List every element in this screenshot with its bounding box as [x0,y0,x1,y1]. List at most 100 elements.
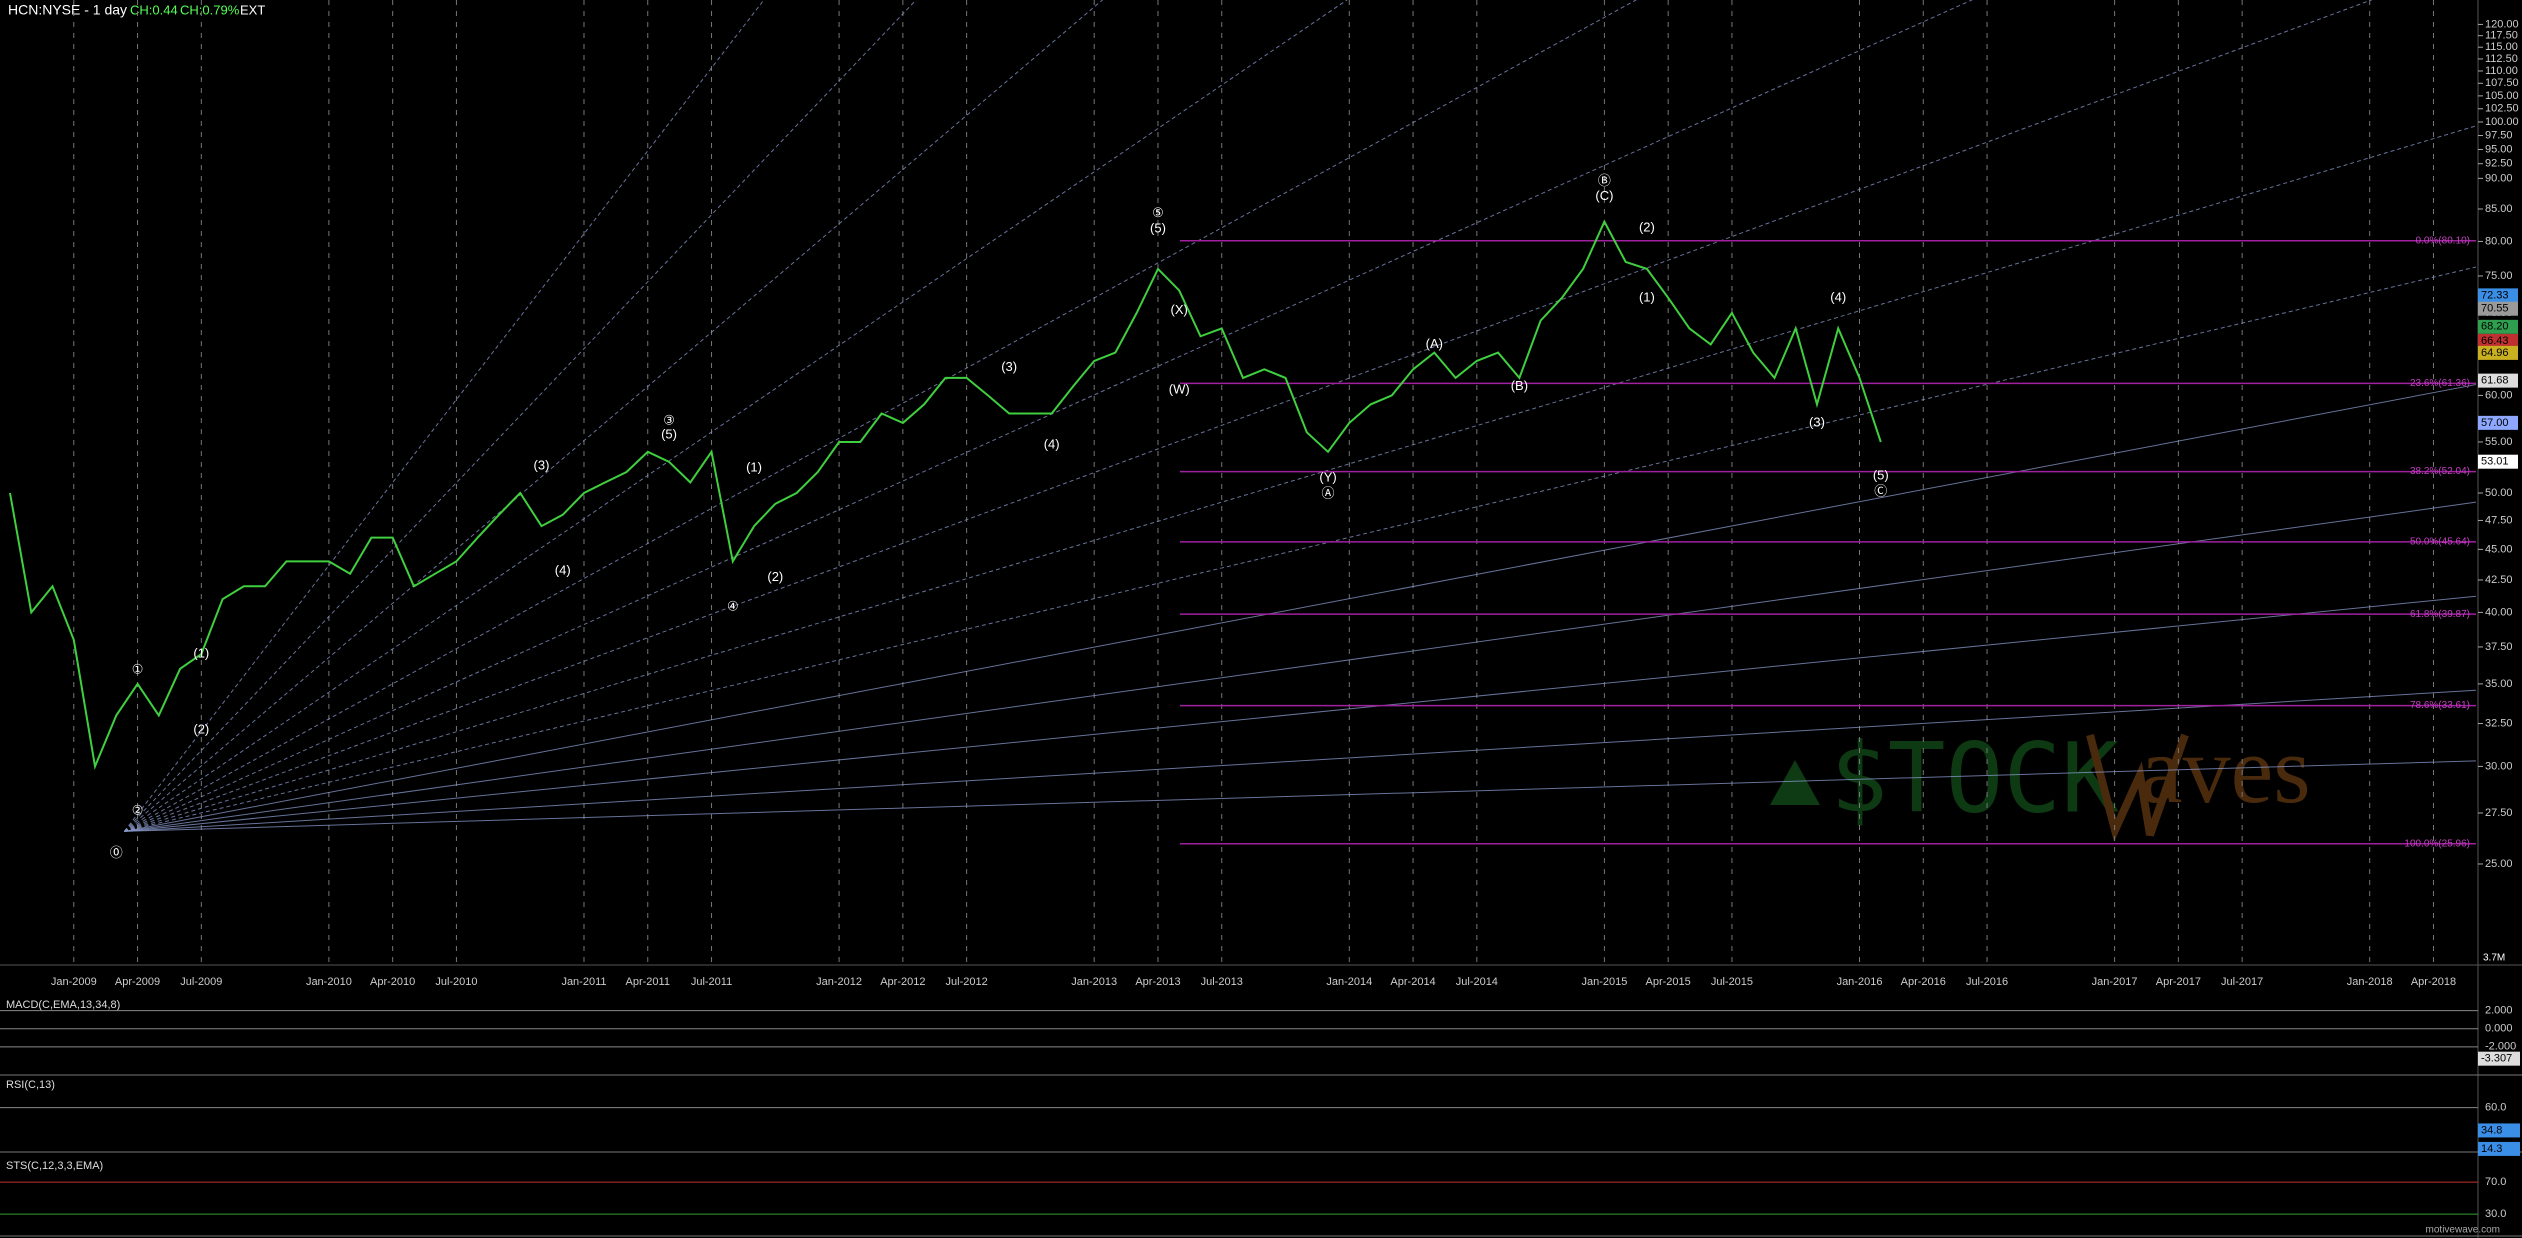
wave-label: (2) [1639,220,1655,235]
wave-label: (B) [1511,378,1528,393]
y-tick-label: 2.000 [2485,1004,2513,1016]
price-tag [2478,415,2518,430]
x-tick-label: Apr-2015 [1646,976,1691,988]
watermark-left: $TOCK [1830,722,2119,834]
fan-line [123,0,917,832]
x-tick-label: Apr-2010 [370,976,415,988]
price-tag [2478,319,2518,334]
watermark-right: aves [2140,716,2311,823]
x-tick-label: Apr-2013 [1135,976,1180,988]
y-tick-label: 70.0 [2485,1176,2506,1188]
fan-line [124,595,2477,832]
volume-tag: 3.7M [2483,953,2505,964]
fan-line [124,0,2373,832]
wave-label: (3) [1001,359,1017,374]
y-tick-label: 102.50 [2485,103,2519,115]
price-tag-label: 64.96 [2481,347,2509,359]
y-tick-label: 97.50 [2485,129,2513,141]
change: CH:0.44 [130,2,178,17]
wave-label: (1) [1639,289,1655,304]
wave-label: ③ [663,412,675,427]
wave-label: (3) [1809,414,1825,429]
fan-line [124,689,2477,832]
y-tick-label: 120.00 [2485,18,2519,30]
x-tick-label: Jan-2016 [1837,976,1883,988]
indicator-tag-label: -3.307 [2481,1053,2512,1065]
fan-line [124,266,2477,832]
y-tick-label: 107.50 [2485,77,2519,89]
wave-label: (1) [746,459,762,474]
wave-label: Ⓐ [1322,485,1335,500]
y-tick-label: 110.00 [2485,65,2518,77]
wave-label: (4) [555,563,571,578]
wave-label: (A) [1426,336,1443,351]
price-tag [2478,301,2518,316]
wave-label: (C) [1595,188,1613,203]
y-tick-label: 117.50 [2485,30,2518,42]
y-tick-label: 95.00 [2485,143,2513,155]
change-pct: CH:0.79% [180,2,240,17]
x-tick-label: Jul-2014 [1456,976,1498,988]
price-tag [2478,333,2518,348]
y-tick-label: 40.00 [2485,606,2513,618]
price-tag [2478,454,2518,469]
session: EXT [240,2,265,17]
x-tick-label: Jul-2012 [946,976,988,988]
y-tick-label: 105.00 [2485,90,2519,102]
x-tick-label: Jan-2018 [2347,976,2393,988]
indicator-tag [2478,1141,2520,1156]
x-tick-label: Apr-2018 [2411,976,2456,988]
fib-label: 78.6%(33.61) [2410,700,2470,711]
price-tag-label: 66.43 [2481,335,2509,347]
price-line [9,219,1882,770]
y-tick-label: 42.50 [2485,574,2513,586]
x-tick-label: Apr-2012 [880,976,925,988]
wave-label: (X) [1171,302,1188,317]
fib-label: 38.2%(52.04) [2410,466,2470,477]
y-tick-label: -2.000 [2485,1041,2516,1053]
fib-label: 23.6%(61.36) [2410,378,2470,389]
y-tick-label: 37.50 [2485,641,2513,653]
x-tick-label: Jul-2010 [435,976,477,988]
symbol-title: HCN:NYSE - 1 day [8,2,127,18]
fan-line [124,501,2477,832]
wave-label: ② [132,802,144,817]
fan-line [124,0,1974,832]
price-tag [2478,345,2518,360]
x-tick-label: Jan-2010 [306,976,352,988]
fib-label: 50.0%(45.64) [2410,536,2470,547]
y-tick-label: 30.00 [2485,760,2513,772]
fib-label: 0.0%(80.10) [2416,235,2470,246]
footer: motivewave.com [2426,1225,2500,1236]
x-tick-label: Apr-2014 [1390,976,1435,988]
y-tick-label: 0.000 [2485,1023,2513,1035]
y-tick-label: 80.00 [2485,235,2513,247]
wave-label: ⑤ [1152,205,1164,220]
x-tick-label: Apr-2017 [2156,976,2201,988]
y-tick-label: 47.50 [2485,514,2513,526]
y-tick-label: 60.0 [2485,1102,2506,1114]
wave-label: (4) [1044,436,1060,451]
indicator-tag-label: 34.8 [2481,1124,2502,1136]
price-tag-label: 61.68 [2481,375,2509,387]
wave-label: (5) [1150,220,1166,235]
price-tag-label: 68.20 [2481,321,2509,333]
y-tick-label: 27.50 [2485,807,2513,819]
wave-label: (3) [534,457,550,472]
fan-line [124,384,2477,832]
y-tick-label: 45.00 [2485,543,2513,555]
y-tick-label: 32.50 [2485,717,2513,729]
indicator-tag-label: 14.3 [2481,1143,2502,1155]
y-tick-label: 25.00 [2485,858,2513,870]
x-tick-label: Jul-2013 [1201,976,1243,988]
watermark-logo [2086,733,2189,842]
wave-label: ④ [727,599,739,614]
x-tick-label: Jul-2017 [2221,976,2263,988]
fan-line [124,125,2477,832]
x-tick-label: Jul-2011 [691,976,732,988]
wave-label: (W) [1169,382,1190,397]
wave-label: (4) [1830,289,1846,304]
wave-label: (2) [767,569,783,584]
price-tag-label: 53.01 [2481,456,2509,468]
wave-label: (5) [1873,468,1889,483]
